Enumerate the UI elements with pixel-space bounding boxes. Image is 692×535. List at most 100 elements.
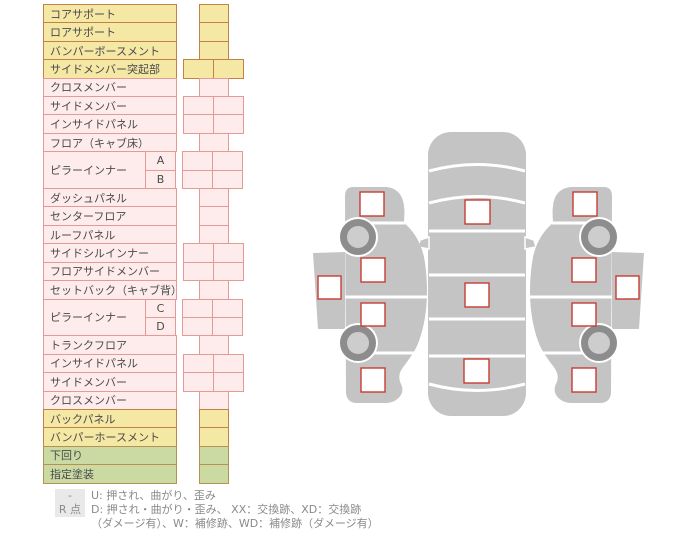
rear-wheel: [340, 325, 376, 361]
parts-row: セットバック（キャブ背）: [43, 280, 253, 300]
part-label: ルーフパネル: [43, 224, 177, 245]
damage-cell[interactable]: [183, 353, 214, 374]
part-label: フロア（キャブ床）: [43, 132, 177, 153]
parts-row: サイドメンバー: [43, 96, 253, 116]
parts-row: インサイドパネル: [43, 114, 253, 134]
damage-cell[interactable]: [212, 169, 243, 190]
damage-cell[interactable]: [199, 464, 229, 484]
damage-cell[interactable]: [213, 96, 244, 116]
damage-cell[interactable]: [199, 427, 229, 447]
parts-row: コアサポート: [43, 4, 253, 24]
parts-row: 指定塗装: [43, 464, 253, 484]
damage-cell[interactable]: [199, 390, 229, 410]
parts-row: 下回り: [43, 445, 253, 466]
damage-cell[interactable]: [183, 372, 214, 392]
right-mirror: [524, 235, 537, 250]
part-sublabel: D: [145, 316, 176, 337]
parts-row: サイドメンバー突起部: [43, 59, 253, 79]
damage-cell[interactable]: [213, 261, 244, 282]
damage-marker-fender[interactable]: [359, 191, 385, 217]
part-label: コアサポート: [43, 4, 177, 24]
damage-cells: [183, 464, 246, 484]
damage-marker-front-door[interactable]: [360, 257, 386, 283]
damage-cell[interactable]: [213, 243, 244, 263]
part-label: サイドシルインナー: [43, 243, 177, 263]
damage-cell[interactable]: [199, 77, 229, 98]
damage-cells: [183, 77, 246, 98]
part-label: クロスメンバー: [43, 77, 177, 98]
damage-cell[interactable]: [213, 353, 244, 374]
parts-row: ダッシュパネル: [43, 188, 253, 208]
damage-marker-quarter[interactable]: [360, 367, 386, 393]
damage-cell[interactable]: [199, 224, 229, 245]
damage-cell[interactable]: [199, 280, 229, 300]
damage-cell[interactable]: [199, 206, 229, 226]
damage-cell[interactable]: [212, 316, 243, 337]
damage-cell[interactable]: [199, 408, 229, 429]
rear-wheel: [581, 325, 617, 361]
parts-row: クロスメンバー: [43, 390, 253, 410]
side-view-right: [530, 187, 644, 403]
part-label: サイドメンバー: [43, 96, 177, 116]
part-sublabel: B: [145, 169, 176, 190]
damage-cells: [183, 445, 246, 466]
damage-marker-rear-door[interactable]: [360, 302, 386, 327]
damage-marker-rear-door[interactable]: [571, 302, 597, 327]
legend-row-r: R 点 D: 押され・曲がり・歪み、 XX：交換跡、XD：交換跡 （ダメージ有）…: [55, 503, 379, 531]
damage-cell[interactable]: [213, 372, 244, 392]
panel-line: [428, 195, 526, 205]
damage-cell[interactable]: [182, 316, 213, 337]
damage-cells: [183, 243, 246, 263]
parts-table: コアサポート ロアサポート バンパーボースメント サイドメンバー突起部 クロスメンバーサ…: [43, 4, 253, 484]
damage-cell[interactable]: [199, 40, 229, 61]
front-wheel: [581, 219, 617, 255]
parts-row: インサイドパネル: [43, 353, 253, 374]
damage-cells: [183, 390, 246, 410]
damage-cells: [182, 151, 245, 190]
damage-cell[interactable]: [183, 59, 214, 79]
damage-cell[interactable]: [199, 4, 229, 24]
damage-marker-fender[interactable]: [572, 191, 598, 217]
damage-cell[interactable]: [183, 261, 214, 282]
damage-cell[interactable]: [182, 151, 213, 171]
damage-cell[interactable]: [199, 132, 229, 153]
damage-cell[interactable]: [183, 96, 214, 116]
parts-row: サイドメンバー: [43, 372, 253, 392]
damage-cell[interactable]: [182, 298, 213, 318]
part-label: ピラーインナー: [43, 298, 146, 337]
part-label: ロアサポート: [43, 22, 177, 42]
part-label: セットバック（キャブ背）: [43, 280, 177, 300]
damage-cell[interactable]: [213, 59, 244, 79]
damage-cell[interactable]: [199, 445, 229, 466]
damage-marker-roof[interactable]: [464, 282, 490, 308]
damage-cell[interactable]: [212, 298, 243, 318]
damage-cell[interactable]: [199, 188, 229, 208]
legend-row-u: - U: 押され、曲がり、歪み: [55, 489, 379, 503]
damage-cell[interactable]: [183, 243, 214, 263]
part-label: センターフロア: [43, 206, 177, 226]
damage-marker-quarter[interactable]: [571, 367, 597, 393]
damage-cell[interactable]: [212, 151, 243, 171]
damage-marker-rear[interactable]: [463, 358, 490, 384]
damage-cell[interactable]: [213, 114, 244, 134]
damage-cell[interactable]: [199, 335, 229, 355]
damage-marker-front-door[interactable]: [571, 257, 597, 283]
damage-cells: [183, 224, 246, 245]
damage-cell[interactable]: [183, 114, 214, 134]
part-label: ピラーインナー: [43, 151, 146, 190]
damage-marker-sill[interactable]: [615, 275, 640, 300]
damage-marker-sill[interactable]: [317, 275, 342, 300]
panel-line: [428, 163, 526, 173]
damage-cells: [183, 114, 246, 134]
damage-cells: [183, 40, 246, 61]
panel-line: [428, 382, 526, 392]
damage-cell[interactable]: [182, 169, 213, 190]
damage-cells: [183, 261, 246, 282]
parts-row: バックパネル: [43, 408, 253, 429]
damage-cell[interactable]: [199, 22, 229, 42]
side-view-left: [313, 187, 427, 403]
damage-marker-front[interactable]: [464, 199, 491, 225]
parts-row: トランクフロア: [43, 335, 253, 355]
